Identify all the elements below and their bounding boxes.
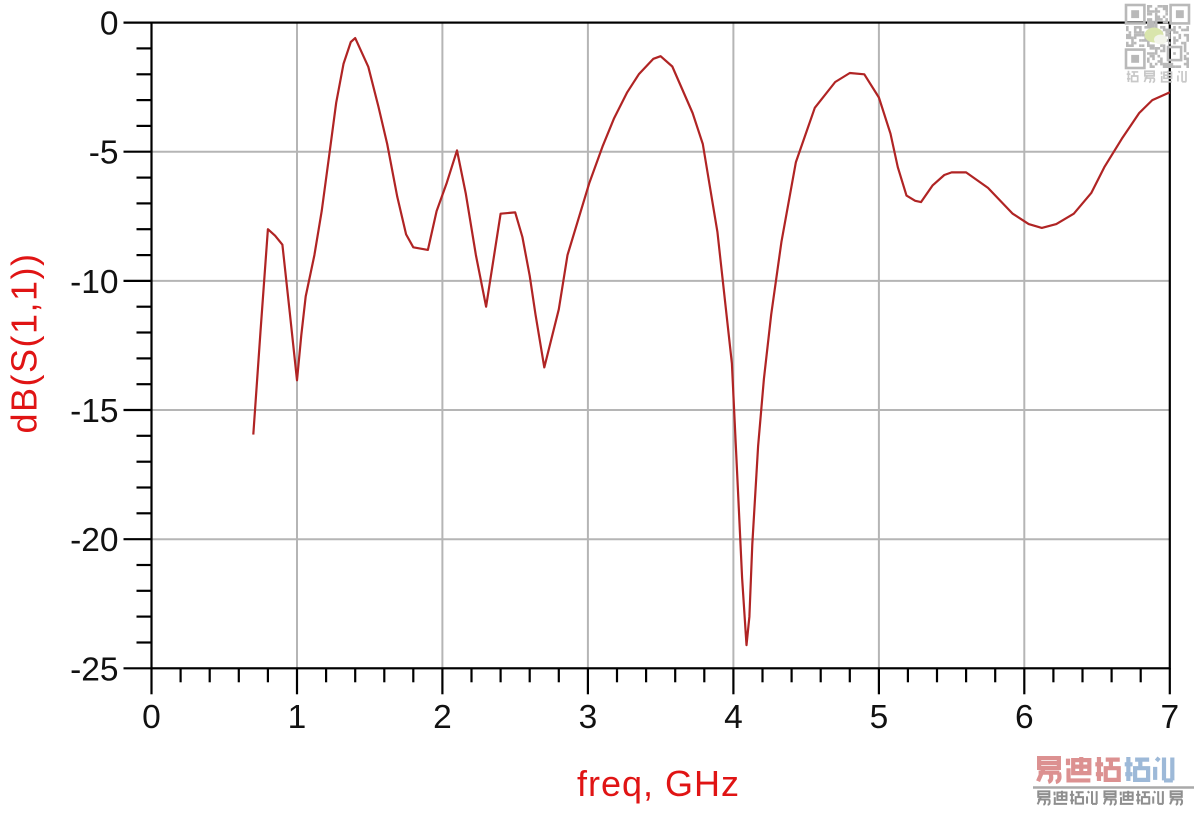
svg-text:3: 3 (579, 699, 598, 736)
svg-text:5: 5 (870, 699, 889, 736)
svg-text:1: 1 (288, 699, 307, 736)
svg-text:0: 0 (142, 699, 161, 736)
svg-text:-15: -15 (70, 393, 118, 430)
svg-text:0: 0 (100, 6, 119, 43)
svg-text:dB(S(1,1)): dB(S(1,1)) (4, 252, 45, 433)
svg-text:2: 2 (433, 699, 452, 736)
svg-text:-20: -20 (70, 522, 118, 559)
svg-text:freq, GHz: freq, GHz (577, 763, 740, 804)
svg-text:-10: -10 (70, 264, 118, 301)
svg-text:4: 4 (724, 699, 743, 736)
svg-text:6: 6 (1015, 699, 1034, 736)
svg-text:-25: -25 (70, 651, 118, 688)
svg-text:-5: -5 (89, 135, 119, 172)
svg-text:7: 7 (1160, 699, 1179, 736)
